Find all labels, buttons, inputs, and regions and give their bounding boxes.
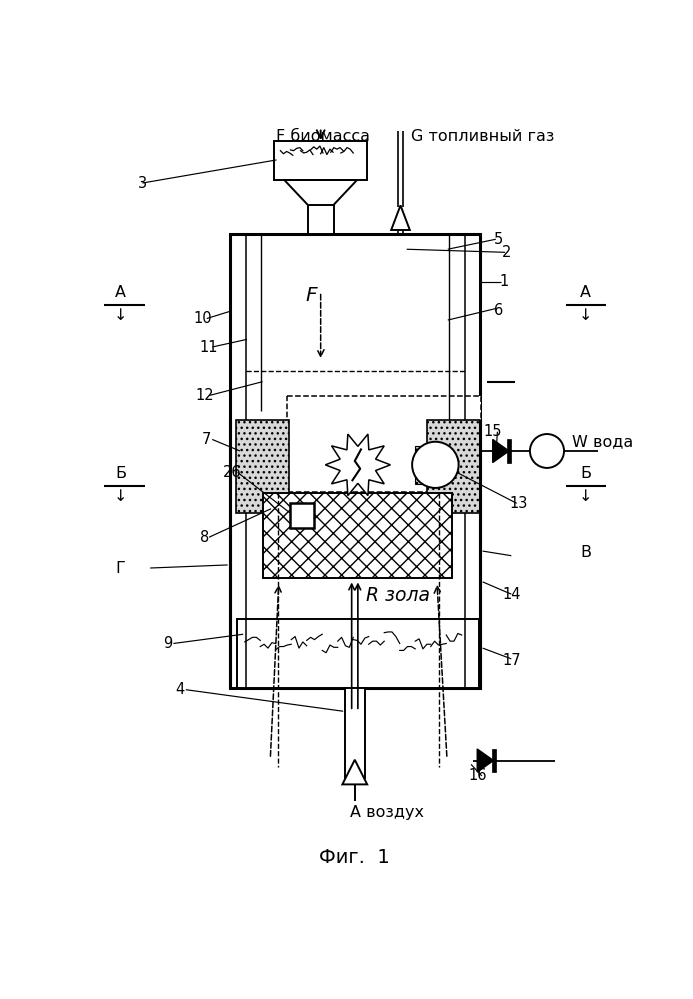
Bar [237,618,479,688]
Text: 8: 8 [200,529,209,544]
Text: 17: 17 [502,653,520,668]
Circle shape [530,434,564,468]
Bar [344,688,365,778]
Text: 1: 1 [499,274,508,289]
Bar [427,421,480,512]
Text: ↓: ↓ [114,308,128,323]
Text: Фиг.  1: Фиг. 1 [319,848,390,867]
Text: 3: 3 [138,176,147,191]
Bar [308,205,334,234]
Polygon shape [392,206,410,230]
Text: 15: 15 [484,425,502,440]
Text: ↓: ↓ [579,489,593,503]
Text: A воздух: A воздух [350,805,424,820]
Text: 13: 13 [510,496,528,510]
Text: R зола: R зола [366,586,430,605]
Bar [274,142,367,180]
Text: 7: 7 [202,432,211,447]
Text: W вода: W вода [572,435,633,450]
Text: 9: 9 [164,636,173,651]
Text: 12: 12 [195,388,213,403]
Text: ↓: ↓ [579,308,593,323]
Text: 4: 4 [175,682,184,697]
Bar [290,503,315,528]
Polygon shape [342,760,367,784]
Bar [263,494,453,578]
Bar [415,446,437,485]
Text: F биомасса: F биомасса [277,129,371,144]
Text: 11: 11 [200,340,218,355]
Text: G топливный газ: G топливный газ [410,129,554,144]
Text: F: F [306,286,317,305]
Text: 6: 6 [494,304,504,319]
Circle shape [412,442,459,488]
Bar [507,440,511,463]
Text: А: А [580,285,591,300]
Text: Г: Г [116,560,125,575]
Polygon shape [493,440,509,463]
Text: Б: Б [580,466,591,481]
Text: 2: 2 [502,245,511,260]
Text: А: А [115,285,126,300]
Text: 26: 26 [223,466,242,481]
Text: Б: Б [115,466,126,481]
Bar [492,749,495,772]
Bar [230,234,480,688]
Text: В: В [580,545,591,560]
Text: ↓: ↓ [114,489,128,503]
Text: 16: 16 [468,768,486,783]
Polygon shape [325,435,390,496]
Bar [236,421,289,512]
Text: 10: 10 [193,311,212,326]
Text: 14: 14 [502,586,520,601]
Text: 5: 5 [494,232,504,247]
Bar [288,396,481,492]
Polygon shape [477,749,493,772]
